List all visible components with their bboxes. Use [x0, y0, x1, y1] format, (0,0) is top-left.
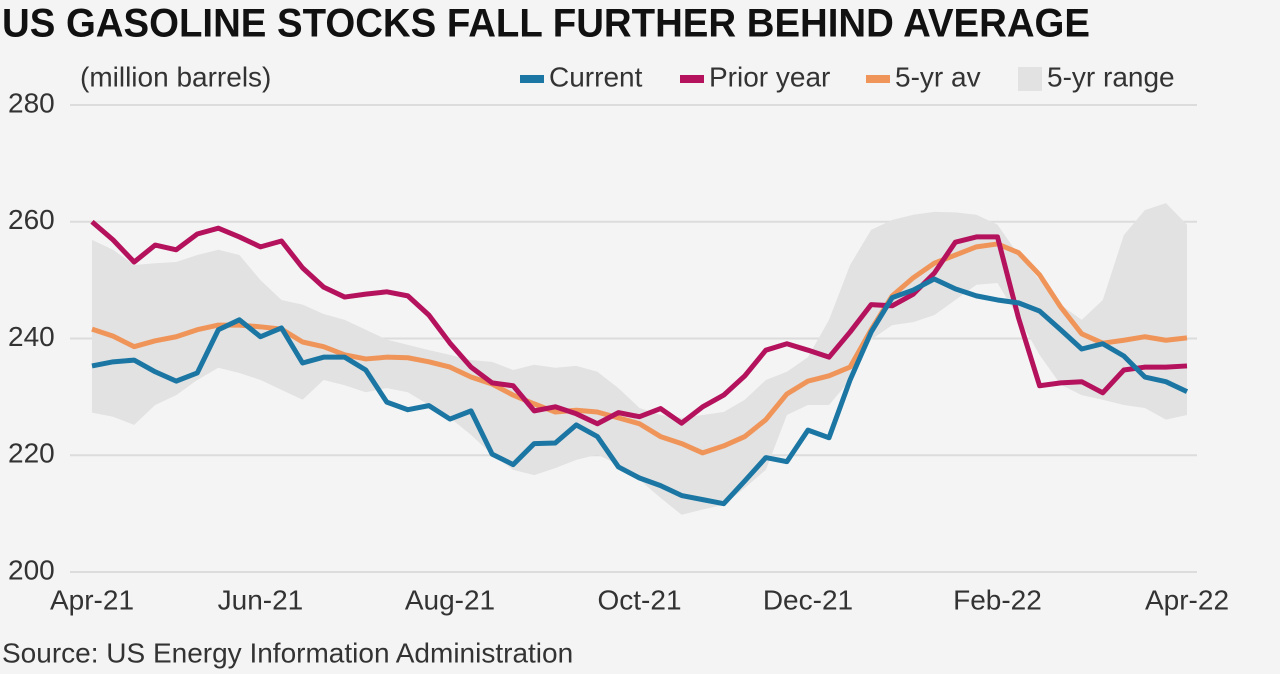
x-tick-label: Apr-21 [50, 584, 134, 615]
chart-title: US GASOLINE STOCKS FALL FURTHER BEHIND A… [2, 2, 1090, 46]
legend-label: Current [549, 61, 643, 92]
y-tick-label: 240 [8, 321, 55, 352]
legend-swatch [1018, 67, 1042, 91]
series-line [91, 276, 1189, 507]
x-tick-label: Feb-22 [953, 584, 1042, 615]
source: Source: US Energy Information Administra… [2, 637, 573, 668]
x-tick-label: Oct-21 [597, 584, 681, 615]
y-tick-label: 280 [8, 87, 55, 118]
y-axis-label: (million barrels) [80, 61, 271, 92]
y-tick-label: 260 [8, 204, 55, 235]
legend-label: 5-yr range [1047, 61, 1175, 92]
legend-swatch [520, 75, 544, 83]
y-tick-label: 200 [8, 554, 55, 585]
legend-label: 5-yr av [895, 61, 981, 92]
legend-swatch [680, 75, 704, 83]
x-tick-label: Aug-21 [405, 584, 495, 615]
x-tick-label: Jun-21 [218, 584, 304, 615]
legend-swatch [866, 75, 890, 83]
x-tick-label: Apr-22 [1145, 584, 1229, 615]
legend-label: Prior year [709, 61, 830, 92]
series-line [90, 219, 1188, 427]
y-tick-label: 220 [8, 438, 55, 469]
x-tick-label: Dec-21 [763, 584, 853, 615]
